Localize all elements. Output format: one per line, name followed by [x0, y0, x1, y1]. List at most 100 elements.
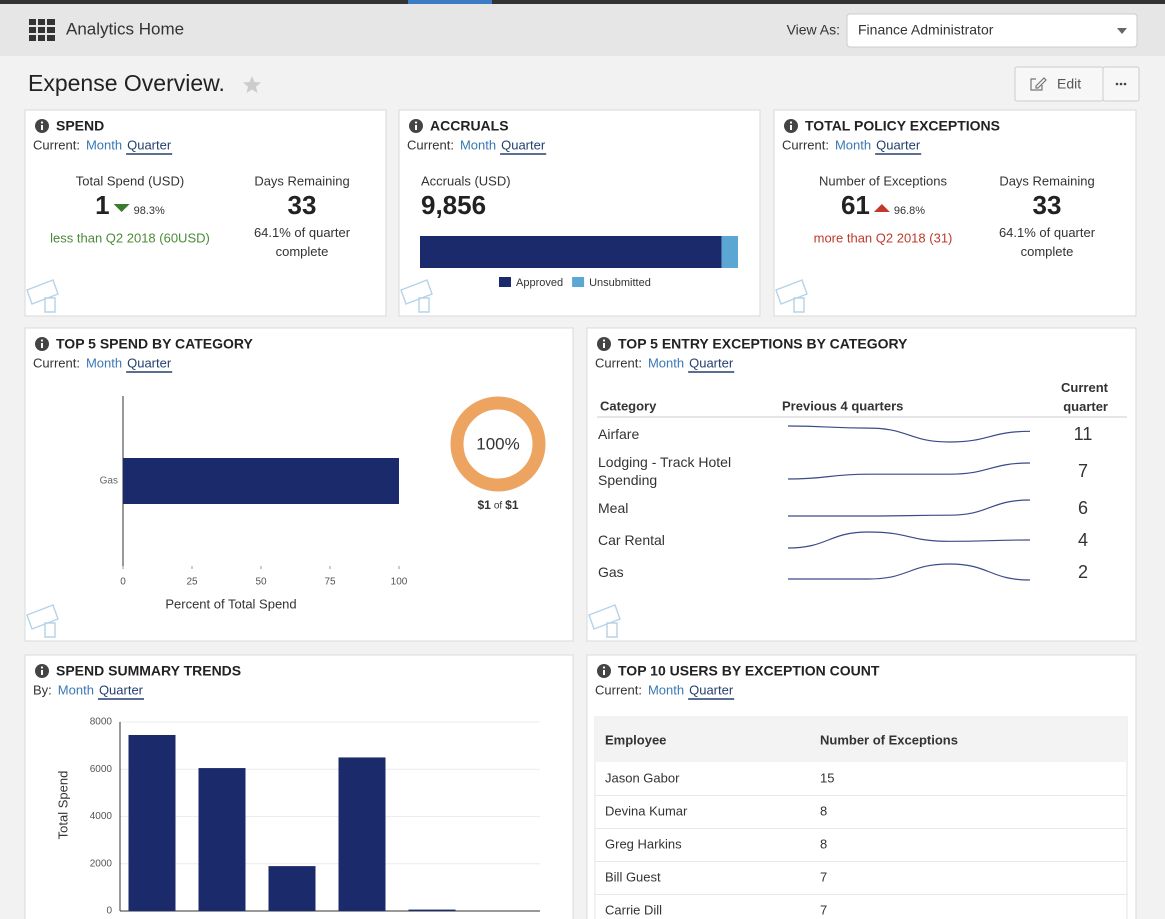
employee-name: Bill Guest — [605, 869, 661, 884]
period-option[interactable]: Quarter — [127, 355, 172, 370]
row-current: 7 — [1078, 461, 1088, 481]
period-option[interactable]: Quarter — [876, 137, 921, 152]
exception-count: 15 — [820, 770, 834, 785]
kpi-label: Accruals (USD) — [421, 173, 511, 188]
bar — [199, 768, 246, 911]
kpi-value: 33 — [288, 190, 317, 220]
x-tick-label: 75 — [324, 577, 336, 588]
exception-count: 7 — [820, 869, 827, 884]
kpi-value: 1 — [95, 190, 109, 220]
row-category-box: Airfare — [598, 414, 768, 454]
info-icon-stem — [41, 343, 43, 348]
period-label: Current: — [595, 355, 642, 370]
column-header-box: Current quarter — [1030, 378, 1108, 418]
period-option[interactable]: Month — [460, 137, 496, 152]
card-title: SPEND SUMMARY TRENDS — [56, 663, 241, 679]
column-header: Number of Exceptions — [820, 732, 958, 747]
exception-count: 8 — [820, 803, 827, 818]
y-tick-label: 4000 — [90, 811, 113, 822]
donut-caption-of: of — [494, 501, 503, 512]
active-tab — [408, 0, 492, 4]
x-tick-label: 50 — [255, 577, 267, 588]
info-icon-stem — [790, 125, 792, 130]
x-tick-label: 25 — [186, 577, 198, 588]
view-as-value[interactable]: Finance Administrator — [858, 22, 994, 38]
legend-label: Approved — [516, 277, 563, 289]
employee-name: Devina Kumar — [605, 803, 688, 818]
card-title: TOP 5 ENTRY EXCEPTIONS BY CATEGORY — [618, 336, 908, 352]
employee-name: Greg Harkins — [605, 836, 682, 851]
row-category-box: Lodging - Track Hotel Spending — [598, 451, 768, 491]
kpi-note: more than Q2 2018 (31) — [814, 230, 953, 245]
x-axis-label: Percent of Total Spend — [165, 596, 296, 611]
row-current: 6 — [1078, 498, 1088, 518]
y-tick-label: 0 — [106, 906, 112, 917]
column-header: Employee — [605, 732, 666, 747]
bar — [129, 735, 176, 911]
stacked-bar-segment — [420, 236, 722, 268]
kpi-change: 98.3% — [134, 205, 165, 217]
period-option[interactable]: Quarter — [689, 355, 734, 370]
info-icon-dot — [603, 666, 605, 668]
column-header: Current quarter — [1030, 378, 1108, 418]
x-tick-label: 100 — [391, 577, 408, 588]
period-label: By: — [33, 682, 52, 697]
exception-count: 8 — [820, 836, 827, 851]
bar — [123, 458, 399, 504]
app-title[interactable]: Analytics Home — [66, 19, 184, 38]
info-icon-stem — [41, 670, 43, 675]
more-button[interactable] — [1103, 67, 1139, 101]
page-title: Expense Overview. — [28, 70, 225, 96]
row-category: Lodging - Track Hotel Spending — [598, 451, 768, 491]
info-icon-dot — [41, 339, 43, 341]
info-icon-dot — [603, 339, 605, 341]
period-option[interactable]: Month — [648, 682, 684, 697]
period-label: Current: — [407, 137, 454, 152]
info-icon-dot — [415, 121, 417, 123]
info-icon-stem — [415, 125, 417, 130]
kpi-value: 33 — [1033, 190, 1062, 220]
legend-swatch — [572, 277, 584, 287]
kpi-value: 9,856 — [421, 190, 486, 220]
apps-icon[interactable] — [29, 19, 55, 41]
card-title: TOP 5 SPEND BY CATEGORY — [56, 336, 253, 352]
card-title: ACCRUALS — [430, 118, 509, 134]
y-tick-label: Gas — [100, 476, 118, 487]
period-option[interactable]: Quarter — [127, 137, 172, 152]
donut-label: 100% — [476, 434, 519, 453]
period-option[interactable]: Quarter — [689, 682, 734, 697]
card-title: TOTAL POLICY EXCEPTIONS — [805, 118, 1000, 134]
y-tick-label: 2000 — [90, 858, 113, 869]
y-tick-label: 8000 — [90, 717, 113, 728]
period-option[interactable]: Quarter — [501, 137, 546, 152]
x-tick-label: 0 — [120, 577, 126, 588]
period-option[interactable]: Quarter — [99, 682, 144, 697]
info-icon-stem — [603, 670, 605, 675]
info-icon-stem — [41, 125, 43, 130]
period-option[interactable]: Month — [58, 682, 94, 697]
donut-caption-amount: $1 — [477, 498, 491, 512]
period-option[interactable]: Month — [835, 137, 871, 152]
view-as-label: View As: — [787, 22, 840, 38]
row-category: Airfare — [598, 414, 768, 454]
row-category: Gas — [598, 552, 768, 592]
column-header: Category — [600, 398, 657, 413]
edit-label[interactable]: Edit — [1057, 76, 1081, 92]
kpi-label: Days Remaining — [254, 173, 349, 188]
bar — [339, 757, 386, 911]
kpi-label: Number of Exceptions — [819, 173, 947, 188]
row-category-box: Gas — [598, 552, 768, 592]
employee-name: Jason Gabor — [605, 770, 680, 785]
top-strip — [0, 0, 1165, 4]
stacked-bar-segment — [722, 236, 738, 268]
period-label: Current: — [33, 355, 80, 370]
period-option[interactable]: Month — [648, 355, 684, 370]
period-option[interactable]: Month — [86, 355, 122, 370]
period-label: Current: — [33, 137, 80, 152]
period-option[interactable]: Month — [86, 137, 122, 152]
info-icon-dot — [41, 121, 43, 123]
row-current: 4 — [1078, 530, 1088, 550]
donut-caption-total: $1 — [505, 498, 519, 512]
